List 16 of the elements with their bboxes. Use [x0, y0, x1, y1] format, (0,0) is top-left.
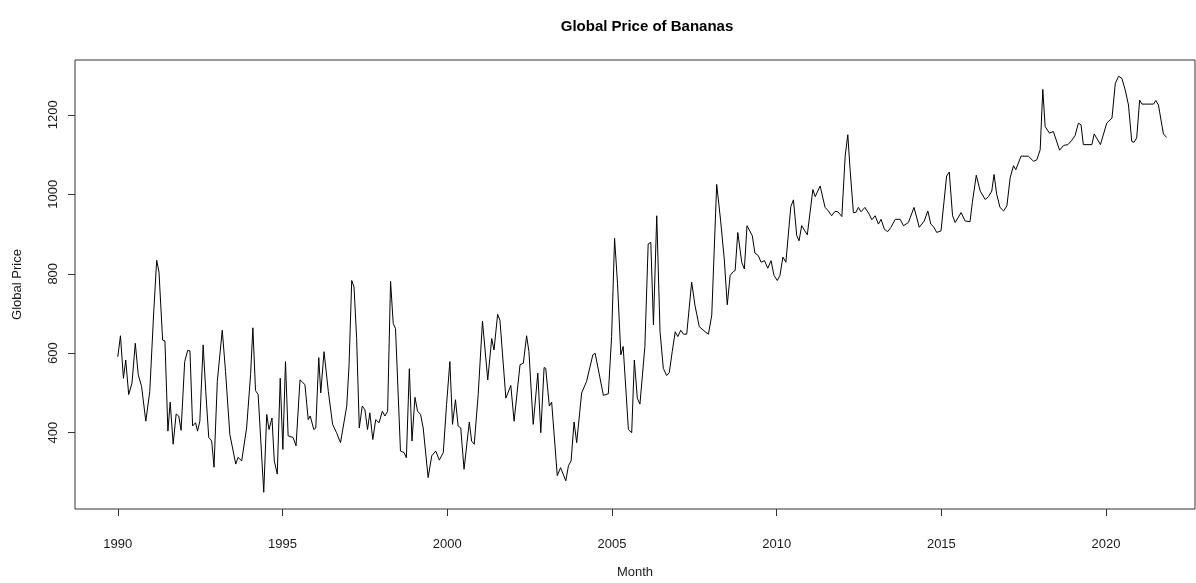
y-tick-label: 400: [45, 421, 60, 444]
x-tick-label: 2015: [926, 536, 956, 551]
y-tick-label: 1000: [45, 179, 60, 209]
x-tick-label: 1995: [268, 536, 297, 551]
chart-title: Global Price of Bananas: [560, 17, 734, 34]
x-axis-title: Month: [616, 564, 654, 579]
y-tick-label: 1200: [45, 100, 60, 130]
x-tick-label: 2005: [597, 536, 627, 551]
x-tick-label: 2000: [432, 536, 462, 551]
y-tick-label: 600: [45, 342, 60, 365]
line-series: [117, 75, 1167, 493]
x-tick-label: 2020: [1091, 536, 1121, 551]
y-axis-title: Global Price: [9, 249, 24, 320]
y-tick-label: 800: [45, 262, 60, 285]
x-tick-label: 2010: [762, 536, 792, 551]
x-tick-label: 1990: [103, 536, 133, 551]
